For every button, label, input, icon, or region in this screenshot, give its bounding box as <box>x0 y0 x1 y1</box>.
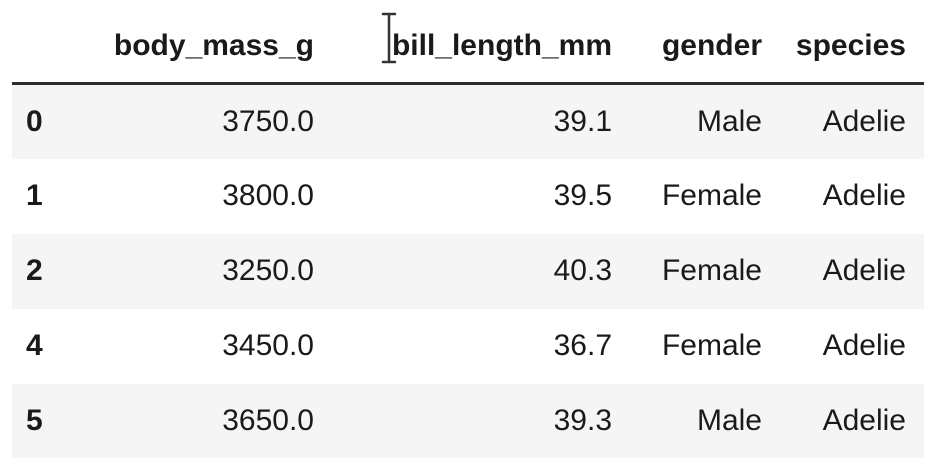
cell-body-mass-g: 3800.0 <box>222 179 314 212</box>
header-row: body_mass_g bill_length_mm gender specie… <box>12 6 924 85</box>
cell-body-mass-g: 3250.0 <box>222 254 314 287</box>
column-header-bill-length-mm[interactable]: bill_length_mm <box>332 6 630 85</box>
cell-gender: Female <box>661 254 762 287</box>
cell-body-mass-g: 3450.0 <box>222 329 314 362</box>
cell-species: Adelie <box>822 404 906 437</box>
cell-body-mass-g: 3750.0 <box>222 104 314 138</box>
table-row: 0 3750.0 39.1 Male Adelie <box>12 83 924 159</box>
cell-species: Adelie <box>822 104 906 138</box>
row-index: 0 <box>26 104 43 138</box>
cell-species: Adelie <box>822 254 906 287</box>
cell-gender: Female <box>661 179 762 212</box>
row-index: 1 <box>26 179 43 212</box>
cell-bill-length-mm: 39.5 <box>553 179 612 212</box>
table-row: 4 3450.0 36.7 Female Adelie <box>12 309 924 384</box>
cell-gender: Male <box>696 404 762 437</box>
cell-bill-length-mm: 39.3 <box>553 404 612 437</box>
cell-bill-length-mm: 39.1 <box>553 104 612 138</box>
text-cursor-icon <box>381 12 397 64</box>
cell-gender: Female <box>661 329 762 362</box>
cell-species: Adelie <box>822 179 906 212</box>
row-index: 4 <box>26 329 43 362</box>
row-index: 5 <box>26 404 43 437</box>
cell-bill-length-mm: 40.3 <box>553 254 612 287</box>
cell-species: Adelie <box>822 329 906 362</box>
table-row: 5 3650.0 39.3 Male Adelie <box>12 383 924 458</box>
cell-bill-length-mm: 36.7 <box>553 329 612 362</box>
index-header <box>12 6 82 85</box>
cell-gender: Male <box>696 104 762 138</box>
column-header-body-mass-g[interactable]: body_mass_g <box>82 6 332 85</box>
column-header-species[interactable]: species <box>780 6 924 85</box>
row-index: 2 <box>26 254 43 287</box>
table-row: 2 3250.0 40.3 Female Adelie <box>12 233 924 309</box>
column-header-gender[interactable]: gender <box>630 6 780 85</box>
dataframe-table: body_mass_g bill_length_mm gender specie… <box>12 6 924 458</box>
table-row: 1 3800.0 39.5 Female Adelie <box>12 159 924 234</box>
cell-body-mass-g: 3650.0 <box>222 404 314 437</box>
